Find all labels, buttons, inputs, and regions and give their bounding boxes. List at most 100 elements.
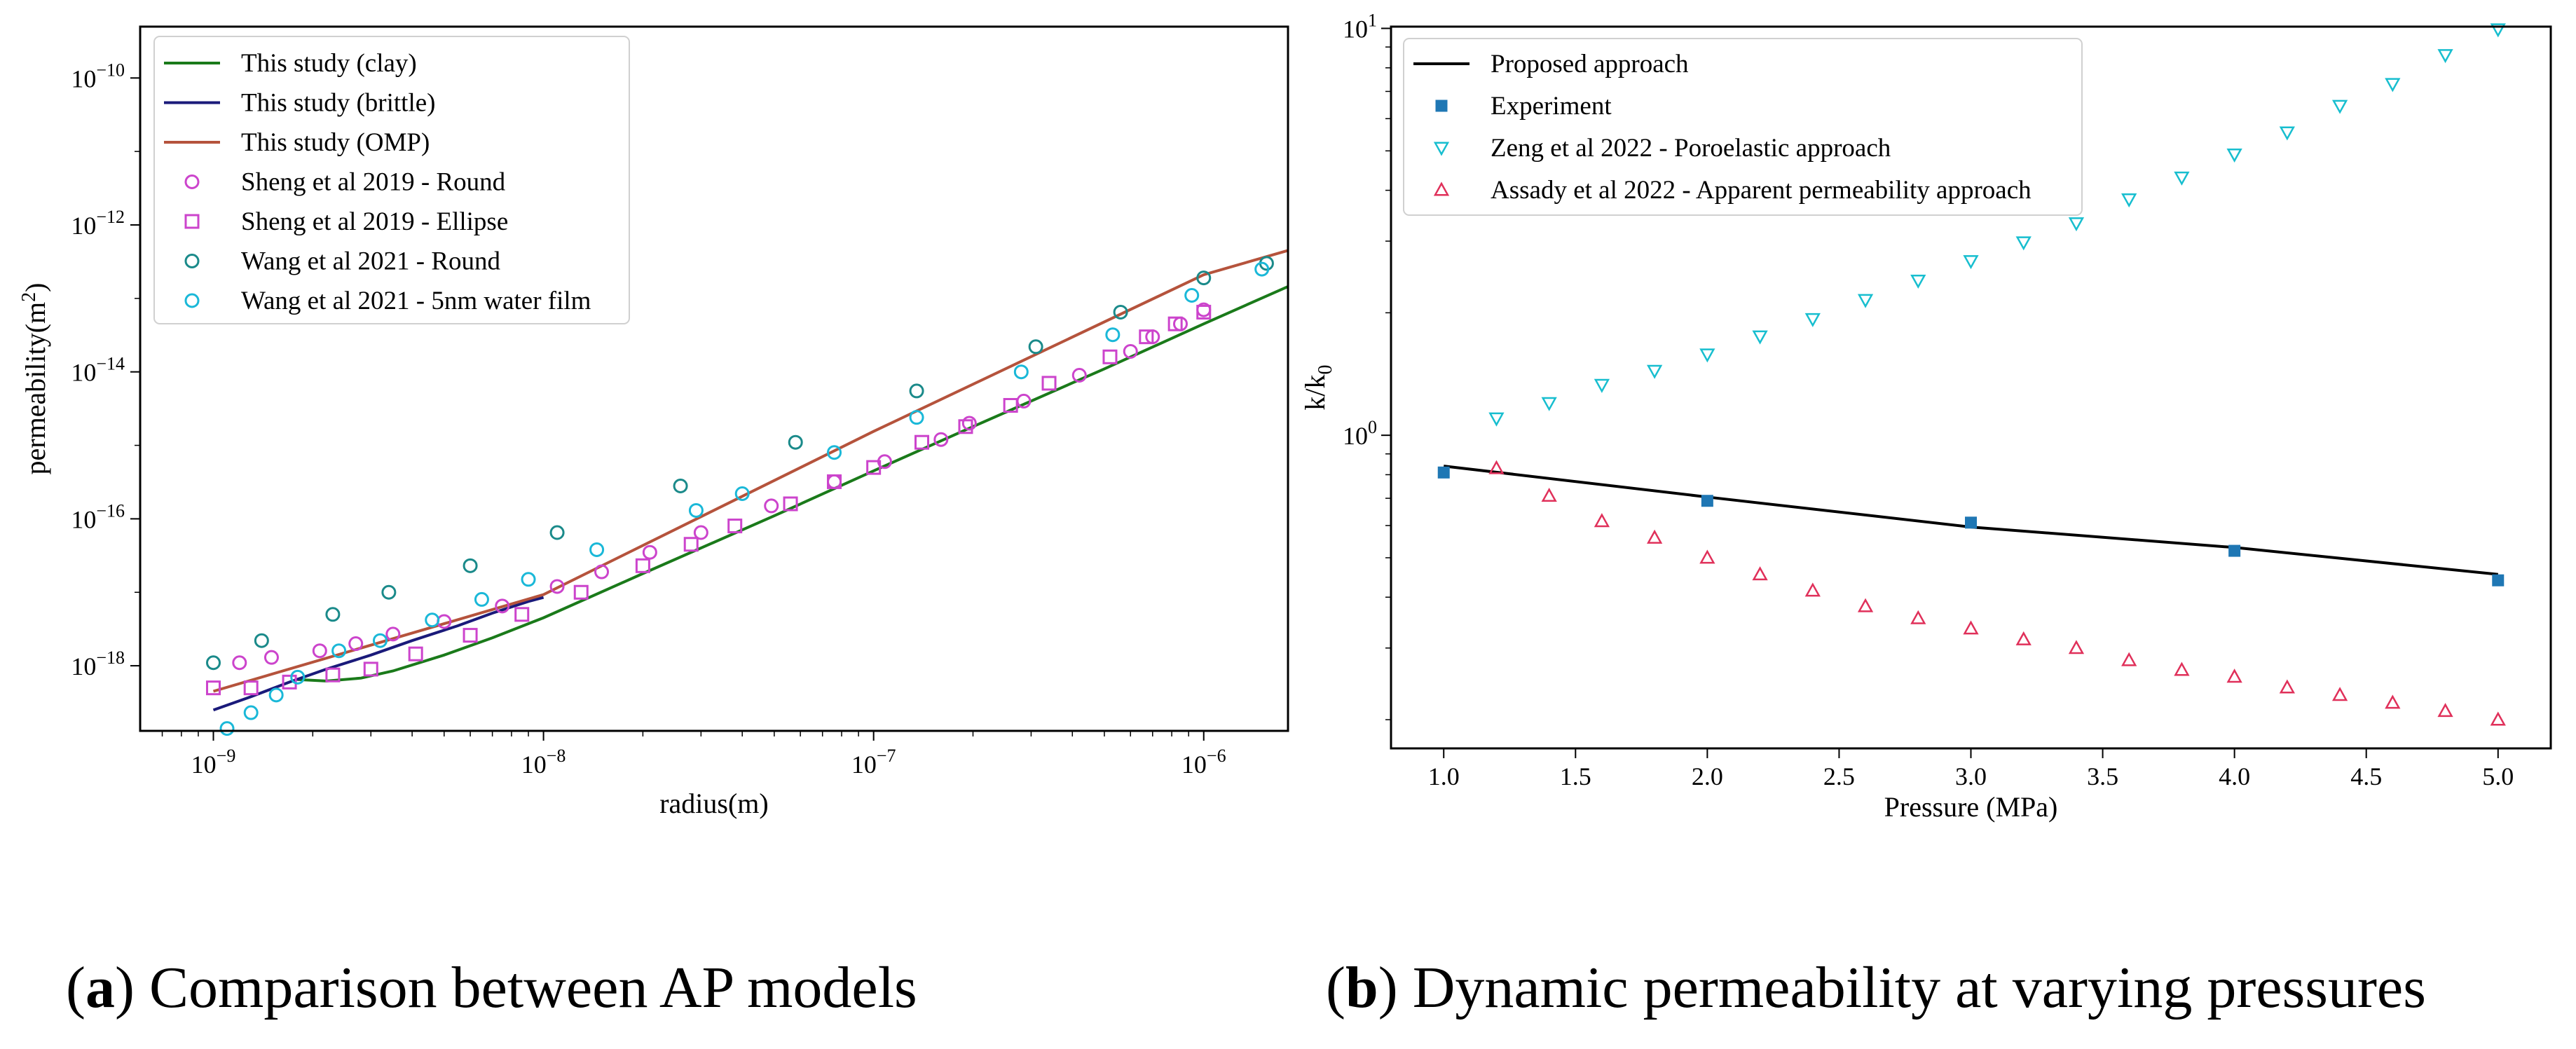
x-tick-label: 1.5: [1560, 762, 1591, 790]
data-point-wang-et-al-2021-5nm-water-film: [521, 572, 536, 587]
data-point-zeng-et-al-2022-poroelastic-approach: [2437, 49, 2453, 64]
x-tick-label: 2.5: [1823, 762, 1855, 790]
data-point-experiment: [2228, 544, 2241, 557]
data-point-assady-et-al-2022-apparent-permeability-approach: [2068, 640, 2085, 654]
data-point-sheng-et-al-2019-round: [1172, 316, 1188, 331]
data-point-assady-et-al-2022-apparent-permeability-approach: [1963, 620, 1979, 635]
y-tick-label: 101: [1343, 11, 1377, 43]
data-point-sheng-et-al-2019-round: [1071, 367, 1087, 383]
y-axis-label: permeability(m2): [18, 283, 51, 475]
plot-frame: [1390, 25, 2552, 750]
data-point-sheng-et-al-2019-ellipse: [243, 680, 259, 696]
data-point-sheng-et-al-2019-ellipse: [914, 434, 930, 450]
data-point-assady-et-al-2022-apparent-permeability-approach: [1647, 529, 1663, 544]
data-point-assady-et-al-2022-apparent-permeability-approach: [2490, 711, 2506, 726]
series-line-this-study-brittle: [212, 596, 544, 712]
data-point-sheng-et-al-2019-ellipse: [408, 646, 423, 661]
data-point-assady-et-al-2022-apparent-permeability-approach: [1594, 513, 1610, 528]
data-point-sheng-et-al-2019-ellipse: [866, 460, 882, 475]
data-point-assady-et-al-2022-apparent-permeability-approach: [2015, 631, 2032, 645]
data-point-zeng-et-al-2022-poroelastic-approach: [2174, 171, 2190, 186]
data-point-wang-et-al-2021-round: [549, 525, 565, 540]
data-point-sheng-et-al-2019-ellipse: [1196, 304, 1212, 320]
data-point-assady-et-al-2022-apparent-permeability-approach: [1752, 566, 1768, 581]
data-point-experiment: [1701, 495, 1713, 507]
data-point-wang-et-al-2021-round: [909, 383, 924, 399]
data-point-wang-et-al-2021-round: [206, 655, 221, 671]
x-tick-label: 2.0: [1692, 762, 1723, 790]
data-point-assady-et-al-2022-apparent-permeability-approach: [1804, 582, 1821, 597]
data-point-wang-et-al-2021-round: [1196, 270, 1212, 286]
data-point-sheng-et-al-2019-ellipse: [573, 584, 589, 600]
legend-swatch-sheng-et-al-2019-round: [184, 174, 200, 189]
data-point-assady-et-al-2022-apparent-permeability-approach: [1699, 549, 1715, 564]
data-point-wang-et-al-2021-5nm-water-film: [243, 705, 259, 720]
data-point-sheng-et-al-2019-round: [312, 643, 327, 659]
data-point-wang-et-al-2021-5nm-water-film: [425, 612, 440, 628]
data-point-wang-et-al-2021-5nm-water-film: [474, 591, 489, 607]
data-point-sheng-et-al-2019-round: [549, 579, 565, 594]
data-point-sheng-et-al-2019-ellipse: [827, 474, 842, 489]
x-tick-label: 4.5: [2350, 762, 2382, 790]
data-point-sheng-et-al-2019-round: [348, 636, 364, 652]
legend-swatch-sheng-et-al-2019-ellipse: [184, 214, 200, 229]
data-point-wang-et-al-2021-5nm-water-film: [1105, 327, 1121, 343]
data-point-assady-et-al-2022-apparent-permeability-approach: [1857, 598, 1874, 612]
y-tick-label: 10−18: [71, 647, 125, 680]
data-point-zeng-et-al-2022-poroelastic-approach: [2279, 126, 2295, 141]
data-point-assady-et-al-2022-apparent-permeability-approach: [1910, 610, 1926, 624]
data-point-wang-et-al-2021-5nm-water-film: [372, 633, 388, 648]
data-point-sheng-et-al-2019-round: [263, 650, 279, 665]
data-point-sheng-et-al-2019-ellipse: [1139, 329, 1154, 345]
legend-swatch-wang-et-al-2021-5nm-water-film: [184, 293, 200, 308]
legend-swatch-zeng-et-al-2022-poroelastic-approach: [1433, 142, 1450, 156]
data-point-assady-et-al-2022-apparent-permeability-approach: [2331, 687, 2348, 701]
data-point-wang-et-al-2021-5nm-water-film: [589, 542, 605, 557]
caption-b-letter: b: [1345, 955, 1378, 1020]
data-point-zeng-et-al-2022-poroelastic-approach: [2121, 193, 2137, 208]
plot-frame: [139, 25, 1289, 732]
data-point-sheng-et-al-2019-ellipse: [1041, 376, 1057, 391]
legend-label-wang-et-al-2021-5nm-water-film: Wang et al 2021 - 5nm water film: [241, 287, 591, 315]
panel-a-chart: 10−9 10−8 10−7 10−6 10−18 10−16 10−14 10−12 10−1…: [18, 25, 1289, 819]
data-point-sheng-et-al-2019-ellipse: [363, 661, 378, 677]
panel-b-chart: 1.0 1.5 2.0 2.5 3.0 3.5 4.0 4.5 5.0 100 101 Pressur…: [1299, 11, 2552, 823]
data-point-sheng-et-al-2019-ellipse: [1167, 316, 1183, 331]
data-point-assady-et-al-2022-apparent-permeability-approach: [2437, 703, 2453, 718]
x-tick-label: 3.5: [2087, 762, 2118, 790]
data-point-assady-et-al-2022-apparent-permeability-approach: [1488, 460, 1505, 474]
x-axis-label: radius(m): [659, 788, 769, 819]
data-point-zeng-et-al-2022-poroelastic-approach: [1699, 348, 1715, 363]
data-point-wang-et-al-2021-round: [1028, 339, 1043, 355]
data-point-zeng-et-al-2022-poroelastic-approach: [2385, 78, 2401, 92]
data-point-wang-et-al-2021-5nm-water-film: [909, 410, 924, 425]
legend-swatch-assady-et-al-2022-apparent-permeability-approach: [1433, 181, 1450, 196]
data-point-sheng-et-al-2019-ellipse: [282, 674, 297, 690]
x-tick-label: 4.0: [2219, 762, 2250, 790]
data-point-sheng-et-al-2019-round: [385, 626, 401, 642]
data-point-sheng-et-al-2019-round: [1123, 343, 1138, 359]
data-point-zeng-et-al-2022-poroelastic-approach: [2068, 217, 2085, 232]
data-point-sheng-et-al-2019-round: [827, 474, 842, 489]
data-point-zeng-et-al-2022-poroelastic-approach: [1647, 364, 1663, 379]
x-axis-label: Pressure (MPa): [1884, 791, 2058, 823]
data-point-sheng-et-al-2019-round: [693, 525, 708, 540]
series-line-this-study-clay: [297, 285, 1289, 683]
data-point-sheng-et-al-2019-ellipse: [683, 537, 699, 552]
data-point-wang-et-al-2021-round: [325, 607, 341, 622]
data-point-wang-et-al-2021-5nm-water-film: [827, 445, 842, 460]
data-point-assady-et-al-2022-apparent-permeability-approach: [2385, 694, 2401, 709]
data-point-assady-et-al-2022-apparent-permeability-approach: [2279, 679, 2295, 694]
x-tick-label: 10−7: [851, 746, 896, 779]
data-point-sheng-et-al-2019-round: [961, 416, 977, 431]
data-point-experiment: [2492, 574, 2505, 587]
data-point-sheng-et-al-2019-round: [232, 655, 247, 671]
legend-label-this-study-omp: This study (OMP): [241, 128, 430, 157]
data-point-zeng-et-al-2022-poroelastic-approach: [2490, 23, 2506, 38]
legend-label-assady-et-al-2022-apparent-permeability-approach: Assady et al 2022 - Apparent permeabilit…: [1491, 176, 2032, 205]
caption-a-text: Comparison between AP models: [149, 955, 917, 1020]
data-point-wang-et-al-2021-5nm-water-film: [1184, 288, 1200, 303]
data-point-sheng-et-al-2019-ellipse: [635, 558, 650, 573]
data-point-experiment: [1437, 466, 1450, 479]
